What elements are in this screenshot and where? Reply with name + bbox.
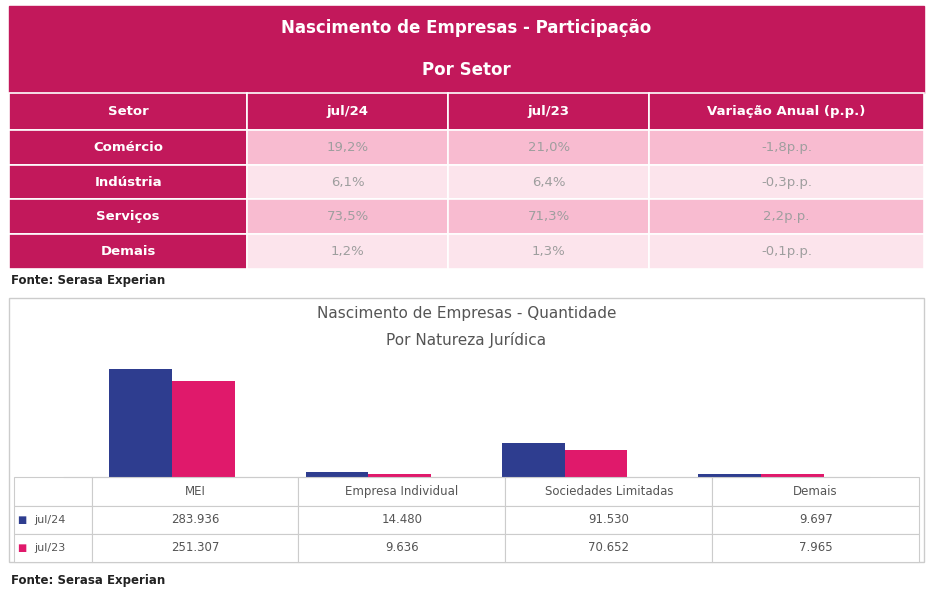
Text: Empresa Individual: Empresa Individual: [345, 485, 458, 498]
Text: 283.936: 283.936: [171, 513, 219, 526]
Bar: [448, 165, 649, 200]
Text: 71,3%: 71,3%: [528, 210, 570, 223]
Text: 7.965: 7.965: [799, 541, 832, 554]
Bar: [299, 477, 506, 506]
Bar: [649, 93, 924, 130]
Bar: [306, 472, 369, 477]
Bar: [448, 130, 649, 165]
Bar: [9, 6, 924, 93]
Text: Indústria: Indústria: [94, 176, 162, 188]
Text: 251.307: 251.307: [171, 541, 219, 554]
Bar: [14, 534, 91, 562]
Bar: [649, 165, 924, 200]
Bar: [9, 130, 247, 165]
Bar: [247, 165, 448, 200]
Bar: [172, 382, 235, 477]
Text: 73,5%: 73,5%: [327, 210, 369, 223]
Bar: [761, 474, 824, 477]
Text: 19,2%: 19,2%: [327, 141, 369, 154]
Bar: [14, 477, 91, 506]
Bar: [247, 200, 448, 234]
Bar: [91, 477, 299, 506]
Bar: [14, 506, 91, 534]
Text: 21,0%: 21,0%: [528, 141, 570, 154]
Text: Comércio: Comércio: [93, 141, 163, 154]
Bar: [712, 477, 919, 506]
Text: ■: ■: [18, 543, 27, 553]
Bar: [649, 234, 924, 269]
Text: 6,4%: 6,4%: [532, 176, 565, 188]
Text: -1,8p.p.: -1,8p.p.: [761, 141, 812, 154]
Text: jul/24: jul/24: [34, 515, 65, 524]
Bar: [506, 506, 712, 534]
Bar: [712, 534, 919, 562]
Text: jul/24: jul/24: [327, 105, 369, 118]
Text: MEI: MEI: [185, 485, 205, 498]
Bar: [712, 506, 919, 534]
Bar: [299, 506, 506, 534]
Text: Nascimento de Empresas - Participação

Por Setor: Nascimento de Empresas - Participação Po…: [282, 20, 651, 79]
Text: Variação Anual (p.p.): Variação Anual (p.p.): [707, 105, 866, 118]
Text: 1,2%: 1,2%: [331, 245, 365, 258]
Text: Fonte: Serasa Experian: Fonte: Serasa Experian: [11, 573, 165, 587]
Bar: [9, 93, 247, 130]
Text: Demais: Demais: [793, 485, 838, 498]
Bar: [247, 130, 448, 165]
Text: Serviços: Serviços: [96, 210, 160, 223]
Bar: [9, 234, 247, 269]
Text: 14.480: 14.480: [382, 513, 423, 526]
Bar: [502, 443, 564, 477]
Bar: [299, 534, 506, 562]
Bar: [109, 369, 172, 477]
Bar: [448, 234, 649, 269]
Bar: [369, 474, 431, 477]
Bar: [9, 200, 247, 234]
Text: 6,1%: 6,1%: [331, 176, 365, 188]
Text: jul/23: jul/23: [34, 543, 65, 553]
Bar: [247, 93, 448, 130]
Text: Nascimento de Empresas - Quantidade
Por Natureza Jurídica: Nascimento de Empresas - Quantidade Por …: [316, 306, 617, 347]
Bar: [564, 450, 627, 477]
Text: Demais: Demais: [101, 245, 156, 258]
Bar: [448, 200, 649, 234]
Bar: [9, 298, 924, 562]
Bar: [247, 234, 448, 269]
Text: -0,3p.p.: -0,3p.p.: [761, 176, 812, 188]
Text: Setor: Setor: [108, 105, 148, 118]
Bar: [91, 506, 299, 534]
Bar: [91, 534, 299, 562]
Text: Sociedades Limitadas: Sociedades Limitadas: [545, 485, 673, 498]
Bar: [649, 130, 924, 165]
Bar: [448, 93, 649, 130]
Text: 70.652: 70.652: [589, 541, 629, 554]
Text: 9.697: 9.697: [799, 513, 832, 526]
Text: -0,1p.p.: -0,1p.p.: [761, 245, 812, 258]
Text: jul/23: jul/23: [528, 105, 570, 118]
Text: ■: ■: [18, 515, 27, 524]
Bar: [649, 200, 924, 234]
Text: 1,3%: 1,3%: [532, 245, 565, 258]
Bar: [506, 477, 712, 506]
Bar: [506, 534, 712, 562]
Text: 2,2p.p.: 2,2p.p.: [763, 210, 810, 223]
Text: Fonte: Serasa Experian: Fonte: Serasa Experian: [11, 274, 165, 287]
Bar: [698, 474, 761, 477]
Bar: [9, 165, 247, 200]
Text: 9.636: 9.636: [385, 541, 419, 554]
Text: 91.530: 91.530: [589, 513, 629, 526]
